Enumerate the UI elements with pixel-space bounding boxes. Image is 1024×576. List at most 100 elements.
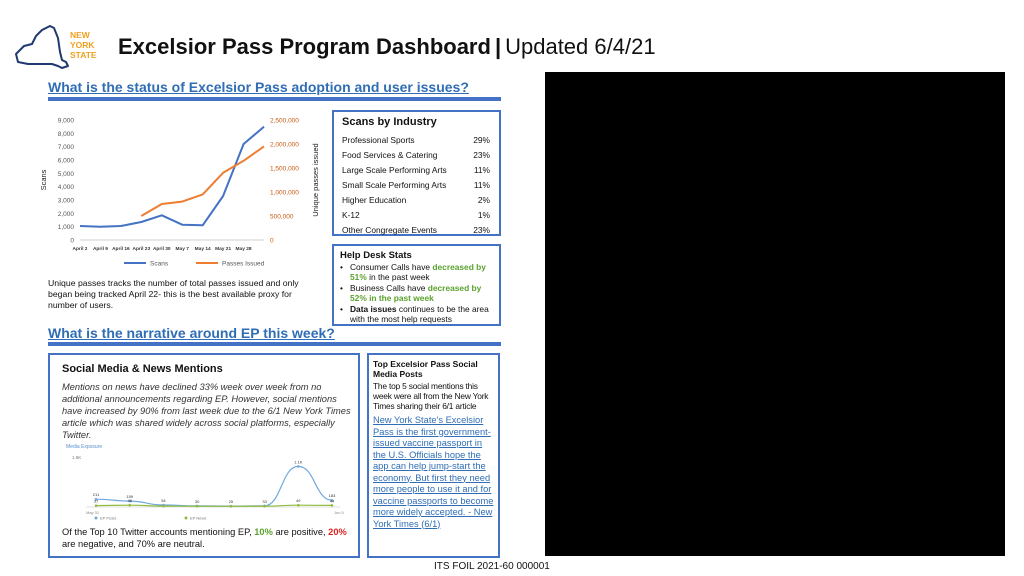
industry-title: Scans by Industry [342,116,437,128]
industry-name: Large Scale Performing Arts [342,164,447,175]
media-exposure-chart-svg: Media Exposure 1.5K May 31 Jun 5 211 159 54 30 2… [66,444,345,521]
industry-name: Other Congregate Events [342,224,437,235]
top-posts-box: Top Excelsior Pass Social Media Posts Th… [367,353,500,558]
title-separator: | [494,34,502,59]
x-tick-label: April 30 [153,246,171,252]
media-point-label: 44 [330,498,335,503]
redacted-panel [545,72,1005,556]
title-updated: Updated 6/4/21 [505,34,656,59]
media-point-label: 37 [94,499,99,504]
page-title: Excelsior Pass Program Dashboard | Updated… [118,34,656,60]
helpdesk-item-data: Data issues continues to be the area wit… [334,304,499,324]
media-legend-swatch [184,516,188,520]
media-point-label: 30 [195,499,200,504]
y-tick-label: 7,000 [58,144,75,151]
media-point-label: 49 [296,498,301,503]
industry-row: Small Scale Performing Arts 11% [342,177,492,192]
industry-box: Scans by Industry Professional Sports 29%… [332,110,501,236]
media-point-label: 1.1K [294,459,303,464]
y-tick-label: 9,000 [58,118,75,125]
y-tick-label: 6,000 [58,158,75,165]
x-tick-label: May 14 [195,246,211,252]
media-point-label: 48 [127,498,132,503]
helpdesk-item-data-bold: Data issues [350,304,397,314]
y2-tick-label: 2,500,000 [270,118,299,125]
y2-tick-label: 1,500,000 [270,166,299,173]
industry-name: Small Scale Performing Arts [342,179,447,190]
helpdesk-title: Help Desk Stats [340,250,412,261]
industry-name: Professional Sports [342,134,415,145]
y2-tick-label: 500,000 [270,214,294,221]
top-posts-body: The top 5 social mentions this week were… [373,381,489,411]
section-rule-status [48,97,501,101]
legend-label: Scans [150,261,169,268]
y-tick-label: 8,000 [58,131,75,138]
section-rule-narrative [48,342,501,346]
chart-caption: Unique passes tracks the number of total… [48,278,299,310]
social-media-title: Social Media & News Mentions [62,363,223,375]
helpdesk-item-consumer-highlight: decreased by 51% [350,262,486,282]
top-posts-title: Top Excelsior Pass Social Media Posts [373,359,478,379]
media-point-label: 33 [262,499,267,504]
industry-row: K-12 1% [342,207,492,222]
series-line-passes-issued [140,145,265,217]
x-tick-label: April 9 [93,246,108,252]
x-tick-label: April 16 [112,246,130,252]
industry-name: Food Services & Catering [342,149,438,160]
logo-line-1: NEW [70,30,90,40]
y-tick-label: 5,000 [58,171,75,178]
social-media-footnote: Of the Top 10 Twitter accounts mentionin… [62,526,352,550]
media-point [296,503,300,507]
industry-row: Other Congregate Events 23% [342,222,492,237]
x-tick-label: May 21 [215,246,231,252]
media-x-end: Jun 5 [334,510,345,515]
x-tick-label: April 23 [133,246,151,252]
industry-pct: 23% [473,224,490,235]
media-point [94,497,98,501]
y2-tick-label: 1,000,000 [270,190,299,197]
x-tick-label: May 7 [176,246,190,252]
nys-map-outline-icon [15,25,69,69]
y2-tick-label: 2,000,000 [270,142,299,149]
nyt-article-link[interactable]: New York State's Excelsior Pass is the f… [373,415,494,529]
media-series-ep-news [95,504,333,507]
y-tick-label: 4,000 [58,184,75,191]
y-axis-title: Scans [39,169,48,190]
logo-line-2: YORK [70,40,95,50]
industry-pct: 11% [473,164,490,175]
social-foot-text-3: are negative, and 70% are neutral. [62,539,205,549]
x-tick-label: April 2 [73,246,88,252]
section-heading-status: What is the status of Excelsior Pass ado… [48,79,469,95]
logo-text: NEW YORK STATE [70,30,97,60]
x-tick-label: May 28 [236,246,252,252]
y-tick-label: 0 [70,238,74,245]
media-legend-swatch [94,516,98,520]
social-media-box: Social Media & News Mentions Mentions on… [48,353,360,558]
industry-pct: 11% [473,179,490,190]
industry-row: Professional Sports 29% [342,132,492,147]
social-media-body: Mentions on news have declined 33% week … [62,382,351,440]
y2-axis-title: Unique passes issued [311,143,320,216]
media-point [128,499,132,503]
media-point [229,505,233,508]
y-tick-label: 1,000 [58,224,75,231]
industry-pct: 29% [473,134,490,145]
section-heading-narrative: What is the narrative around EP this wee… [48,325,335,341]
title-main: Excelsior Pass Program Dashboard [118,34,491,59]
helpdesk-item-data-text: continues to be the area with the most h… [350,304,489,324]
media-point [128,503,132,507]
social-foot-text-2: are positive, [272,527,329,537]
helpdesk-item-consumer: Consumer Calls have decreased by 51% in … [334,262,499,282]
media-point-label: 211 [93,492,100,497]
series-line-scans [79,125,265,228]
media-legend-label: EP News [190,516,206,521]
media-point [330,504,334,507]
helpdesk-item-business-text: Business Calls have [350,283,428,293]
media-point [195,504,199,508]
helpdesk-box: Help Desk Stats Consumer Calls have decr… [332,244,501,326]
industry-pct: 2% [477,194,490,205]
industry-pct: 23% [473,149,490,160]
media-x-start: May 31 [86,510,100,515]
media-chart-title: Media Exposure [66,444,102,450]
legend-label: Passes Issued [222,261,265,268]
